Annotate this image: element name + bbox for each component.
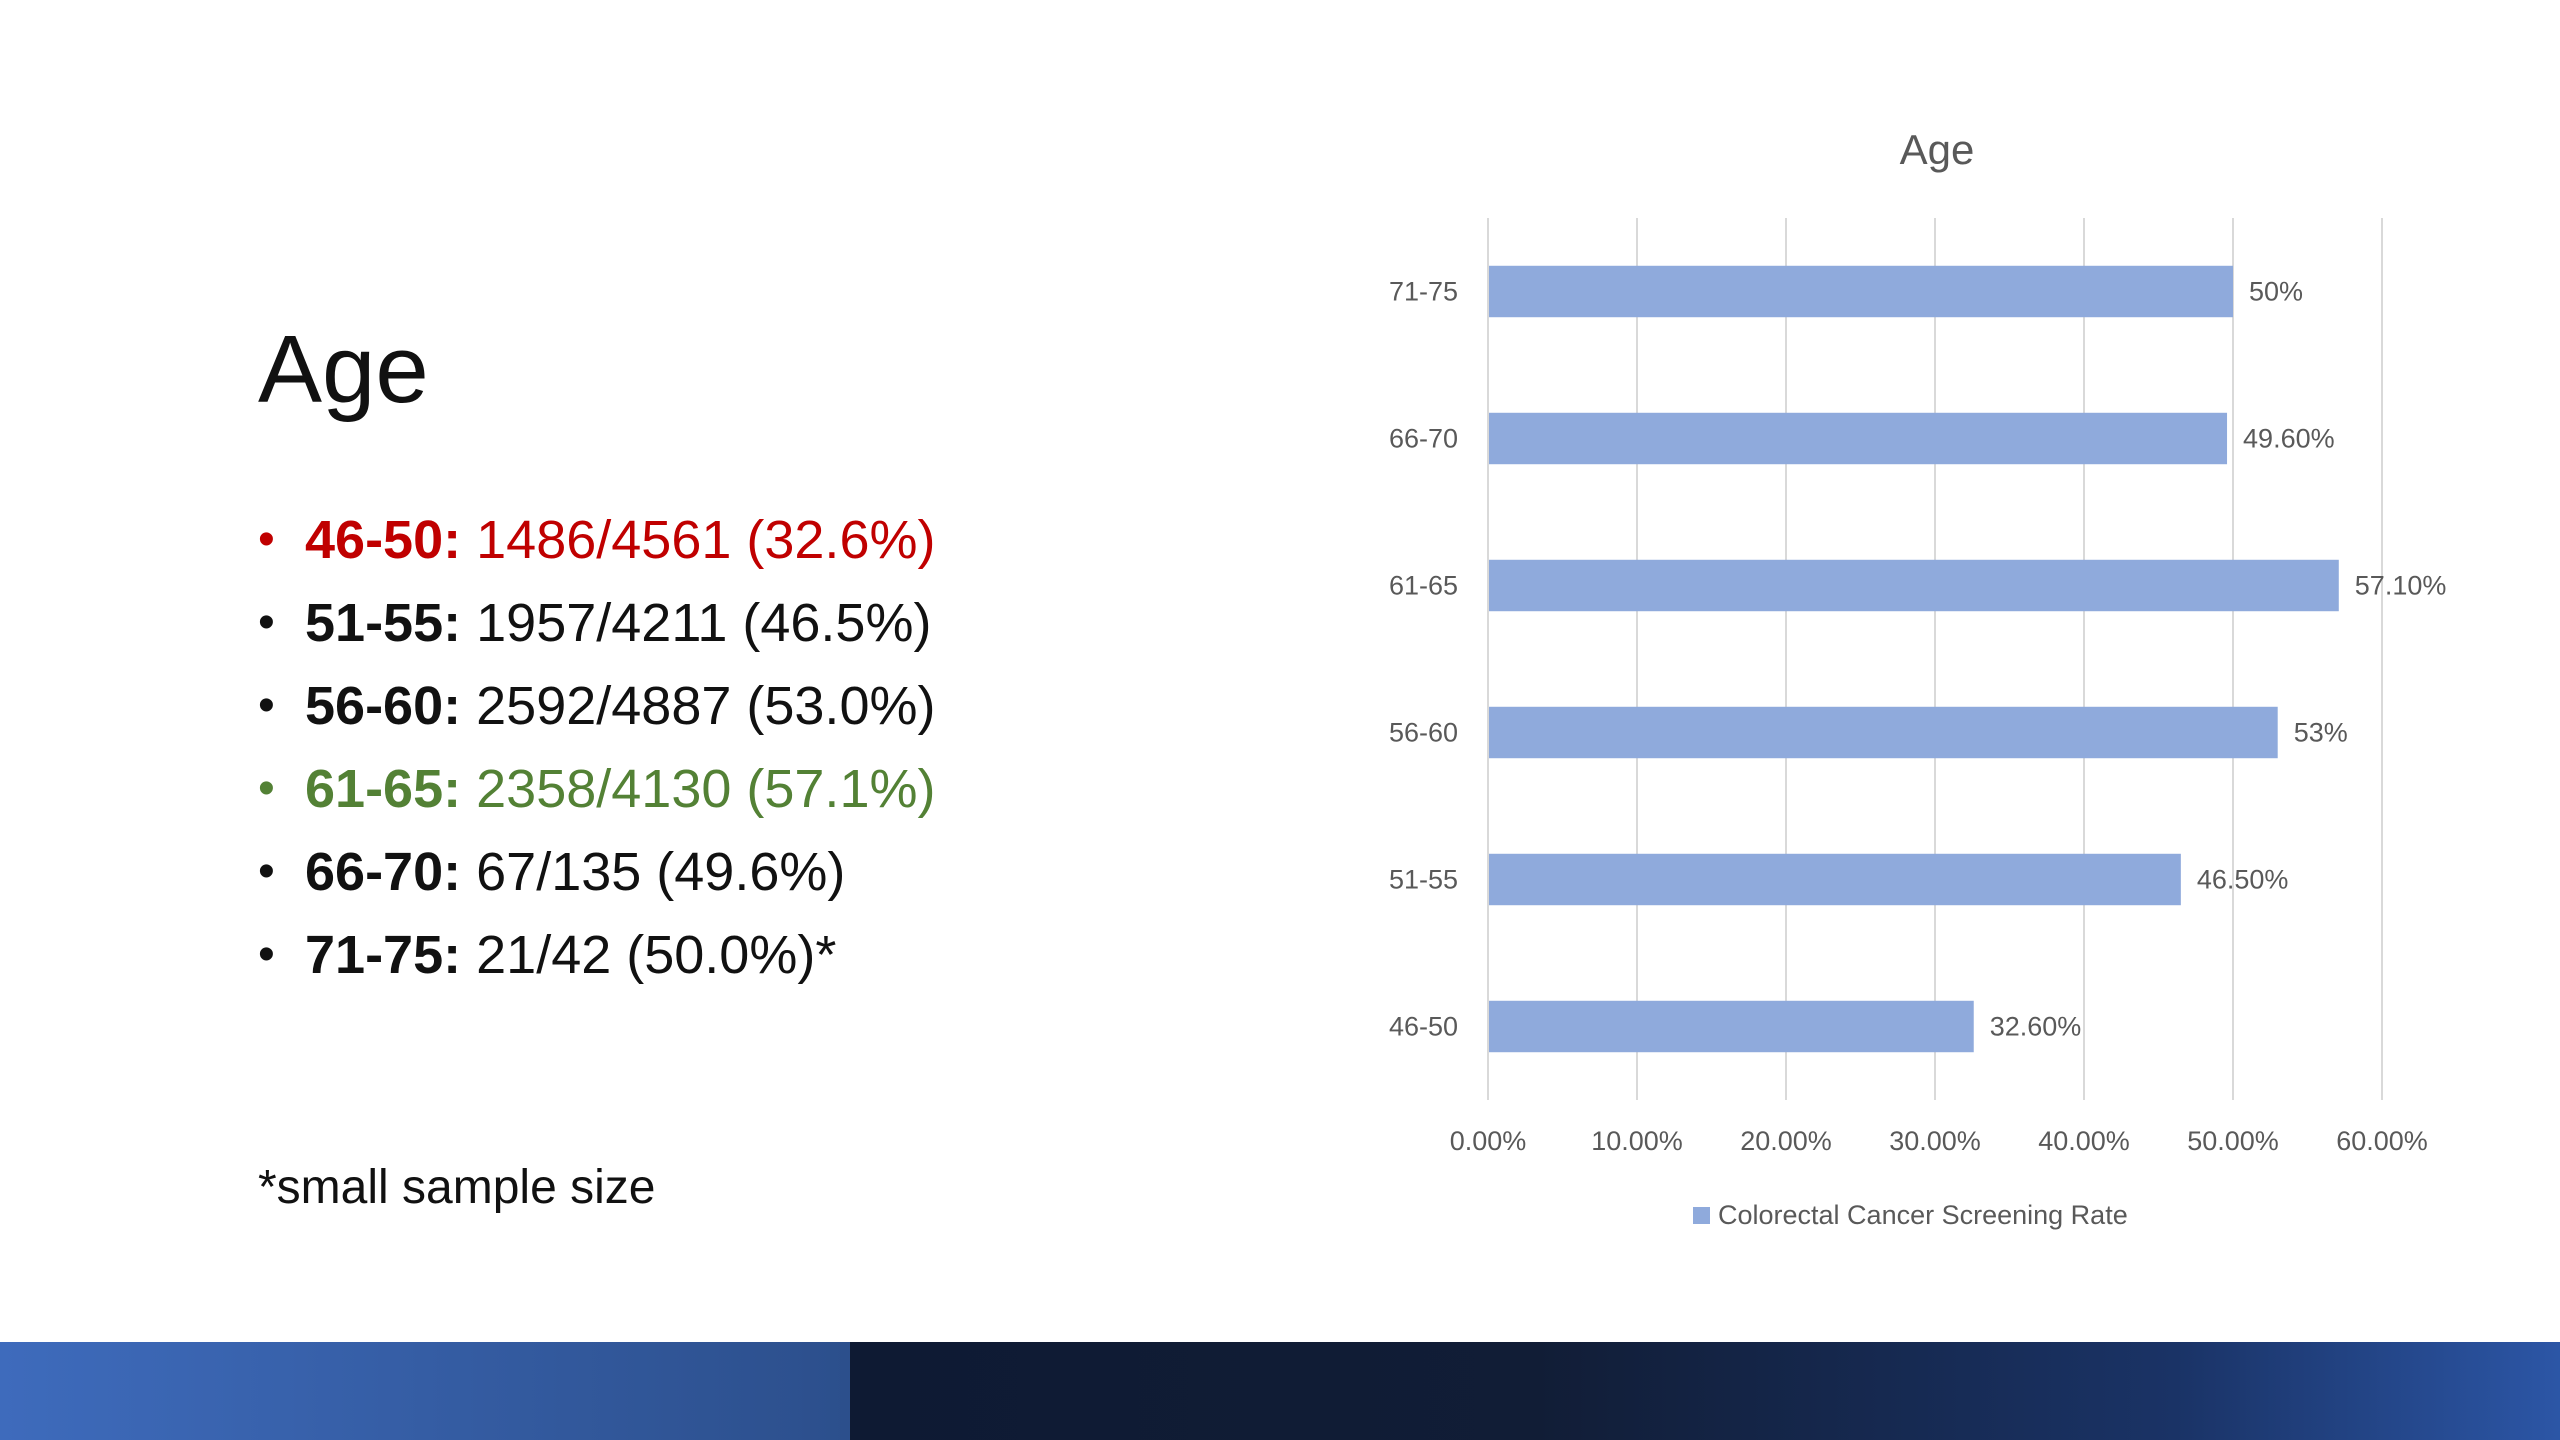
bullet-dot: •: [258, 845, 275, 898]
bullet-value: 1486/4561 (32.6%): [476, 510, 936, 570]
data-label: 46.50%: [2197, 865, 2289, 895]
x-tick-label: 50.00%: [2187, 1126, 2279, 1156]
footer-band: [0, 1342, 2560, 1440]
age-bullet-list: • 46-50: 1486/4561 (32.6%) • 51-55: 1957/4…: [258, 505, 935, 1003]
bar: [1489, 559, 2339, 612]
bar: [1489, 265, 2233, 318]
x-tick-label: 10.00%: [1591, 1126, 1683, 1156]
chart-title: Age: [1900, 126, 1975, 173]
bullet-66-70: • 66-70: 67/135 (49.6%): [258, 837, 935, 920]
data-label: 50%: [2249, 277, 2303, 307]
bullet-range: 61-65: [305, 759, 444, 819]
bullet-range: 46-50: [305, 510, 444, 570]
chart-svg: Age 0.00% 10.00% 20.00% 30.00% 40.00% 50.00% 60…: [1389, 126, 2447, 1230]
bar: [1489, 706, 2278, 759]
x-tick-label: 30.00%: [1889, 1126, 1981, 1156]
bullet-dot: •: [258, 762, 275, 815]
category-label: 46-50: [1389, 1012, 1458, 1042]
category-label: 61-65: [1389, 571, 1458, 601]
data-label: 49.60%: [2243, 424, 2335, 454]
bullet-range: 71-75: [305, 925, 444, 985]
bullet-dot: •: [258, 596, 275, 649]
category-label: 66-70: [1389, 424, 1458, 454]
slide-title: Age: [258, 316, 429, 423]
bullet-71-75: • 71-75: 21/42 (50.0%)*: [258, 920, 935, 1003]
legend-swatch: [1693, 1207, 1710, 1224]
bullet-61-65: • 61-65: 2358/4130 (57.1%): [258, 754, 935, 837]
category-label: 71-75: [1389, 277, 1458, 307]
footnote: *small sample size: [258, 1161, 656, 1214]
bullet-range: 66-70: [305, 842, 444, 902]
x-tick-label: 40.00%: [2038, 1126, 2130, 1156]
bullet-value: 2592/4887 (53.0%): [476, 676, 936, 736]
bullet-56-60: • 56-60: 2592/4887 (53.0%): [258, 671, 935, 754]
x-tick-label: 60.00%: [2336, 1126, 2428, 1156]
bullet-value: 21/42 (50.0%)*: [476, 925, 837, 985]
data-label: 57.10%: [2355, 571, 2447, 601]
bullet-46-50: • 46-50: 1486/4561 (32.6%): [258, 505, 935, 588]
category-label: 56-60: [1389, 718, 1458, 748]
bullet-51-55: • 51-55: 1957/4211 (46.5%): [258, 588, 935, 671]
category-label: 51-55: [1389, 865, 1458, 895]
legend-label: Colorectal Cancer Screening Rate: [1718, 1200, 2128, 1230]
bullet-dot: •: [258, 513, 275, 566]
data-label: 32.60%: [1990, 1012, 2082, 1042]
data-label: 53%: [2294, 718, 2348, 748]
bullet-value: 2358/4130 (57.1%): [476, 759, 936, 819]
bar: [1489, 1000, 1974, 1053]
bullet-range: 51-55: [305, 593, 444, 653]
bar: [1489, 412, 2228, 465]
bar: [1489, 853, 2181, 906]
bullet-dot: •: [258, 928, 275, 981]
bullet-value: 1957/4211 (46.5%): [476, 593, 932, 653]
bullet-range: 56-60: [305, 676, 444, 736]
age-bar-chart: Age 0.00% 10.00% 20.00% 30.00% 40.00% 50.00% 60…: [1340, 110, 2480, 1250]
x-tick-label: 20.00%: [1740, 1126, 1832, 1156]
bullet-value: 67/135 (49.6%): [476, 842, 846, 902]
bullet-dot: •: [258, 679, 275, 732]
x-tick-label: 0.00%: [1450, 1126, 1527, 1156]
